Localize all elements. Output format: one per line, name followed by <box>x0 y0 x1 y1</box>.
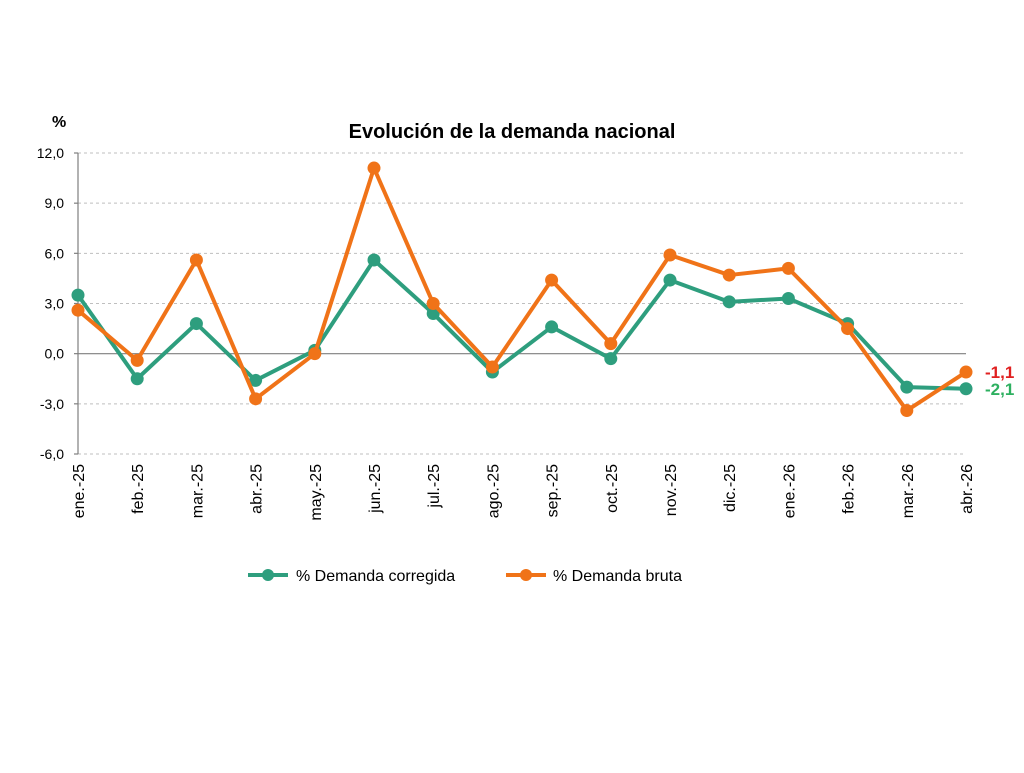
data-point <box>959 365 973 379</box>
x-tick-label: abr.-26 <box>959 464 976 514</box>
data-point <box>959 382 973 396</box>
data-point <box>426 297 440 310</box>
y-axis-unit-label: % <box>52 114 66 131</box>
data-point <box>249 392 263 406</box>
data-point <box>722 295 736 309</box>
data-point <box>71 288 85 302</box>
series-lines <box>71 161 973 418</box>
data-point <box>485 360 499 374</box>
x-tick-label: jul.-25 <box>426 464 443 509</box>
y-tick-label: 12,0 <box>37 145 64 161</box>
y-tick-label: -6,0 <box>40 446 64 462</box>
data-point <box>722 268 736 282</box>
data-point <box>130 372 144 386</box>
x-tick-label: sep.-25 <box>545 464 562 517</box>
x-tick-label: feb.-25 <box>130 464 147 514</box>
y-tick-label: -3,0 <box>40 396 64 412</box>
data-point <box>249 373 263 387</box>
data-point <box>367 161 381 175</box>
x-tick-label: feb.-26 <box>841 464 858 514</box>
x-tick-labels: ene.-25 feb.-25 mar.-25 abr.-25 may.-25 jun.-… <box>71 464 976 521</box>
series-demanda-corregida <box>71 253 973 396</box>
x-tick-label: ene.-26 <box>781 464 798 518</box>
legend-label: % Demanda corregida <box>296 568 455 585</box>
axes <box>74 152 966 455</box>
gridlines <box>78 152 966 455</box>
data-point <box>604 337 618 351</box>
data-point <box>663 273 677 287</box>
x-tick-label: ene.-25 <box>71 464 88 518</box>
data-point <box>604 352 618 366</box>
data-point <box>663 248 677 262</box>
x-tick-label: dic.-25 <box>722 464 739 512</box>
data-point <box>781 261 795 275</box>
data-point <box>189 317 203 331</box>
data-point <box>71 303 85 317</box>
data-point <box>426 307 440 321</box>
y-tick-label: 9,0 <box>45 195 65 211</box>
data-point <box>900 380 914 394</box>
legend-item: % Demanda bruta <box>506 568 682 585</box>
data-point <box>130 353 144 367</box>
chart-title: Evolución de la demanda nacional <box>349 121 676 143</box>
x-tick-label: mar.-26 <box>900 464 917 518</box>
y-tick-labels: 12,0 9,0 6,0 3,0 0,0 -3,0 -6,0 <box>37 145 64 462</box>
legend-item: % Demanda corregida <box>248 568 455 585</box>
x-tick-label: ago.-25 <box>485 464 502 518</box>
x-tick-label: jun.-25 <box>367 464 384 514</box>
data-point <box>900 404 914 418</box>
end-value-labels: -2,1-1,1 <box>985 363 1014 399</box>
x-tick-label: mar.-25 <box>189 464 206 518</box>
series-line <box>76 166 968 413</box>
legend-swatch-marker <box>262 569 274 581</box>
series-demanda-bruta <box>71 161 973 418</box>
data-point <box>841 322 855 336</box>
y-tick-label: 6,0 <box>45 245 65 261</box>
x-tick-label: may.-25 <box>308 464 325 521</box>
end-value-label: -2,1 <box>985 380 1014 399</box>
legend-label: % Demanda bruta <box>553 568 682 585</box>
data-point <box>545 273 559 287</box>
end-value-label: -1,1 <box>985 363 1014 382</box>
data-point <box>308 347 322 361</box>
x-tick-label: nov.-25 <box>663 464 680 516</box>
y-tick-label: 0,0 <box>45 346 65 362</box>
legend-swatch-marker <box>520 569 532 581</box>
legend: % Demanda corregida % Demanda bruta <box>248 568 682 585</box>
data-point <box>367 253 381 267</box>
x-tick-label: abr.-25 <box>249 464 266 514</box>
y-tick-label: 3,0 <box>45 296 65 312</box>
data-point <box>545 320 559 334</box>
data-point <box>189 253 203 267</box>
series-line <box>76 258 967 391</box>
data-point <box>781 291 795 305</box>
x-tick-label: oct.-25 <box>604 464 621 513</box>
